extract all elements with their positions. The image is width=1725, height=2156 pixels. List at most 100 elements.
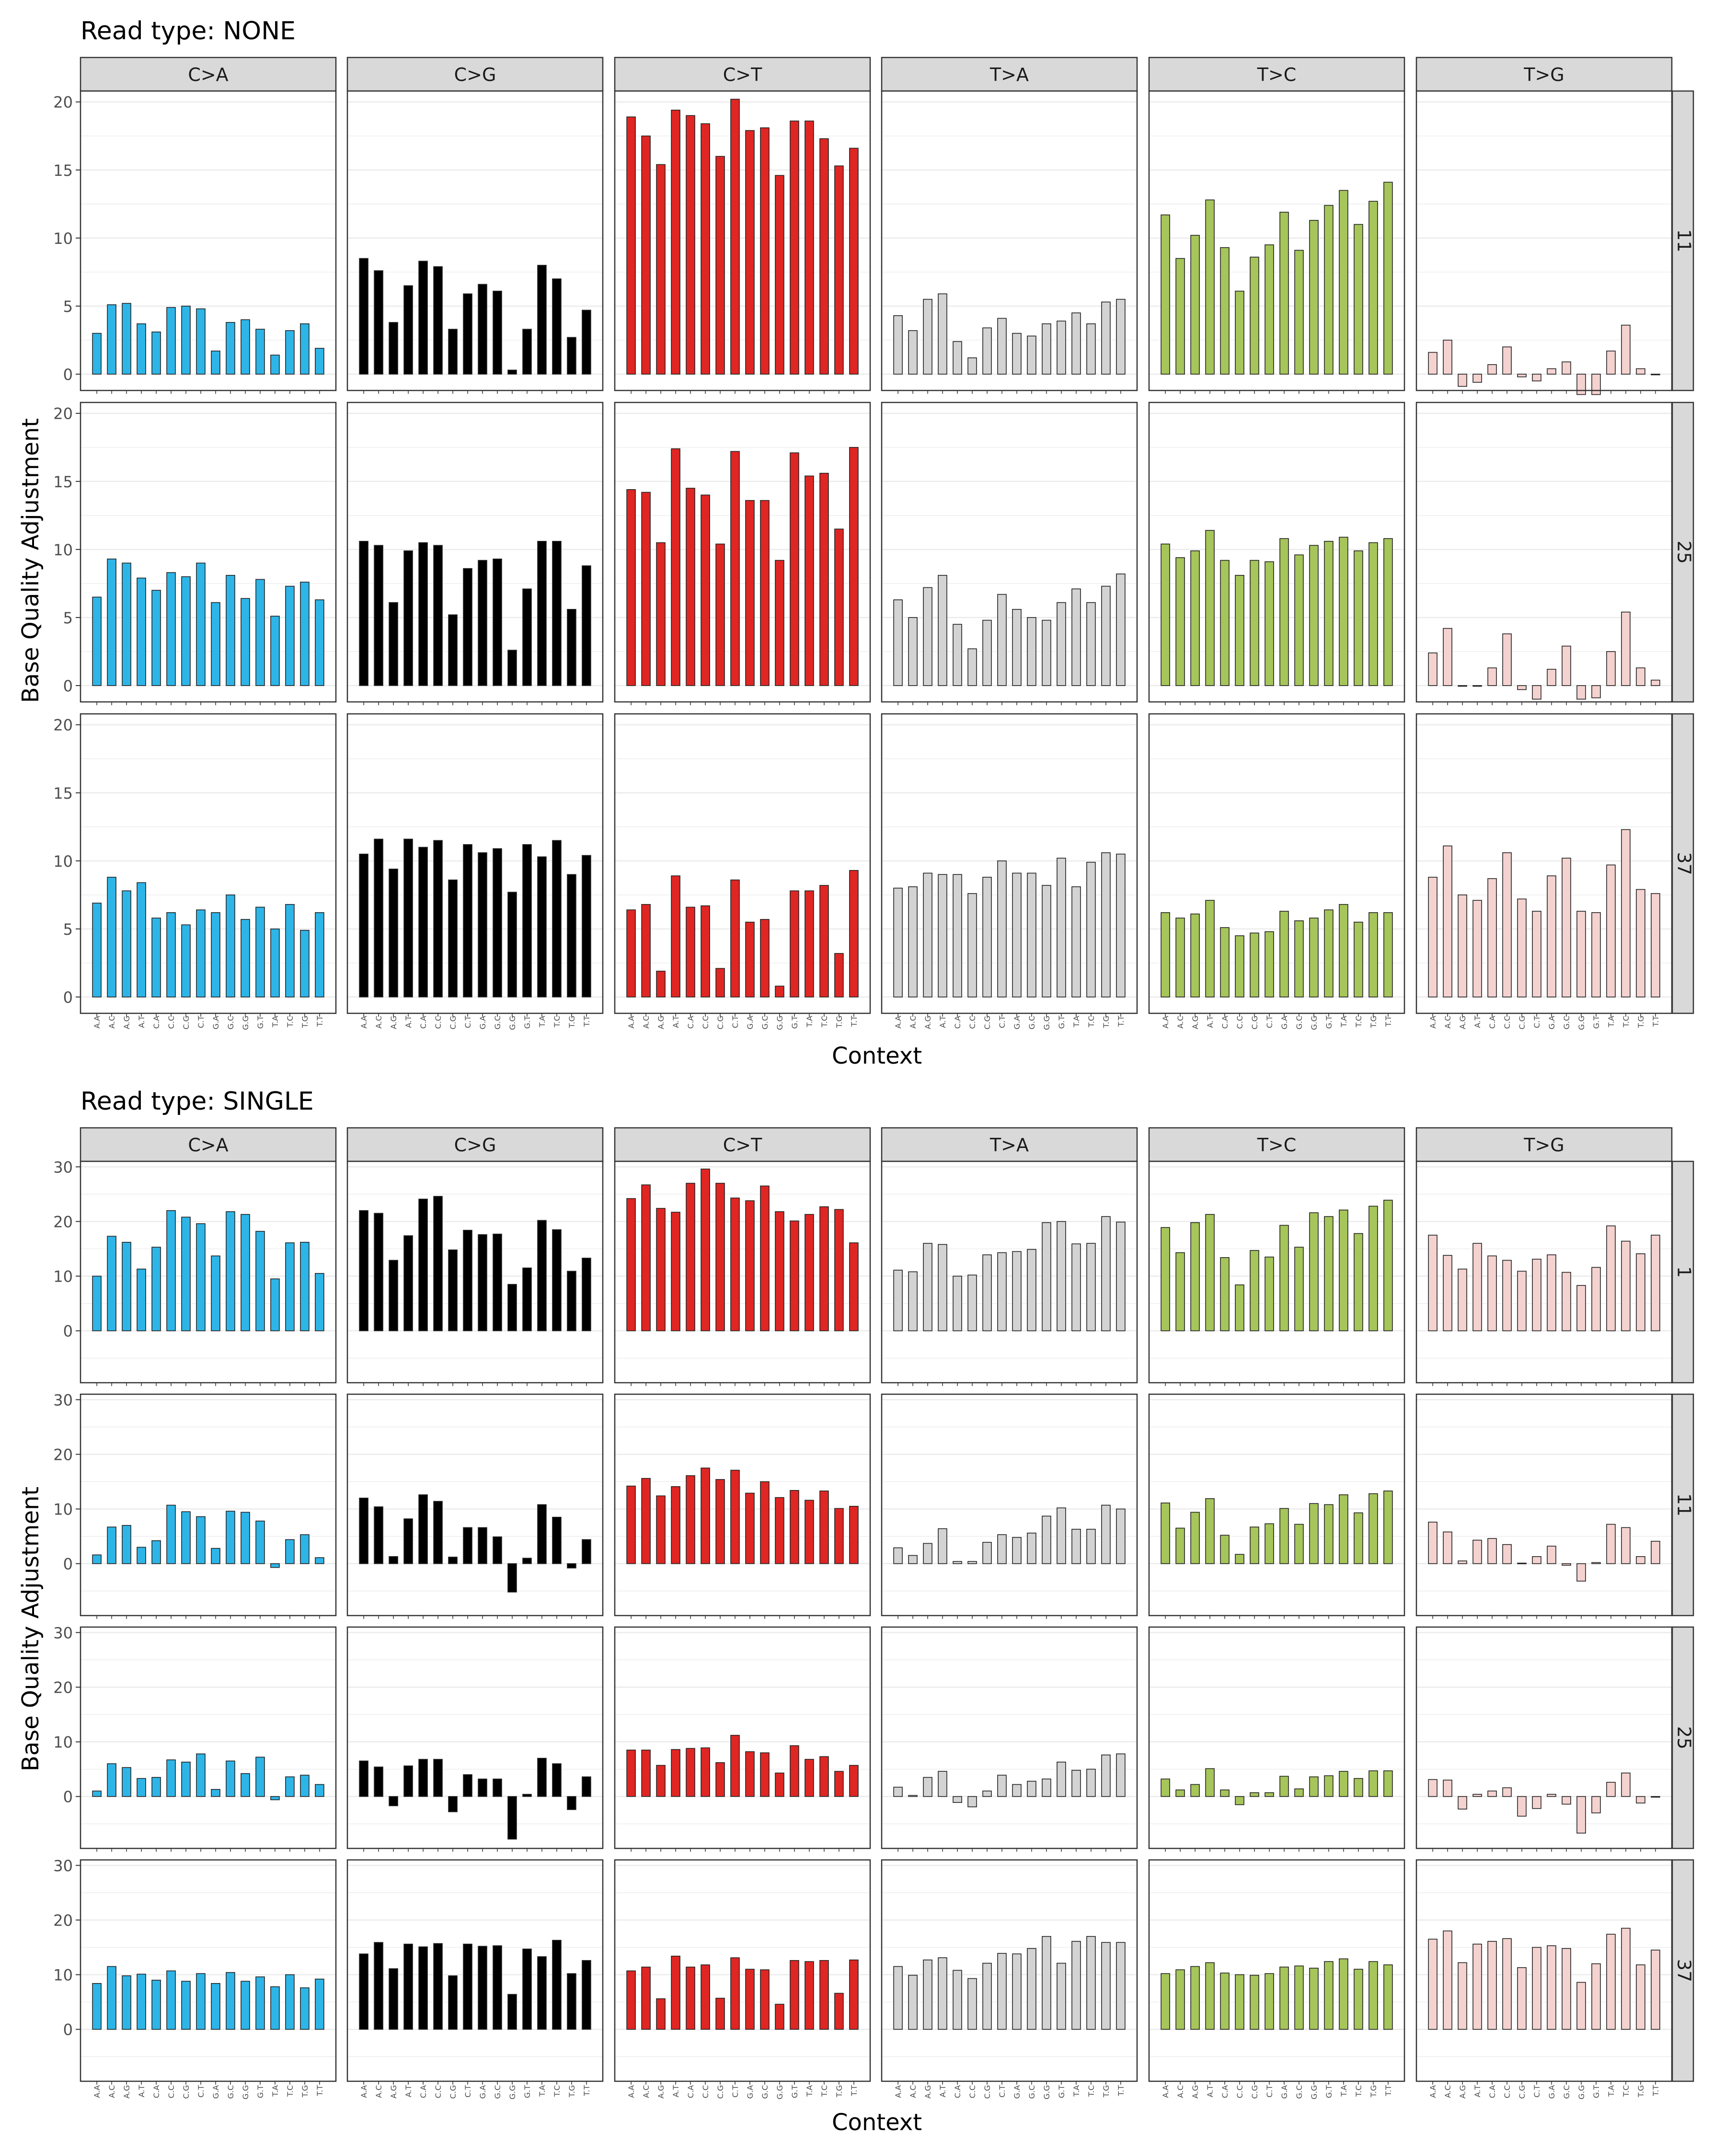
x-tick-label: A.T: [671, 2085, 680, 2098]
bar-C>A-A.A: [92, 903, 102, 998]
x-tick-label: A.G: [1191, 1016, 1200, 1029]
strip-row-label: 25: [1674, 540, 1695, 563]
bar-C>A-T.T: [315, 1784, 324, 1797]
bar-C>T-C.T: [730, 451, 740, 686]
bar-C>T-A.G: [656, 1998, 666, 2030]
bar-C>T-C.G: [715, 1997, 725, 2030]
bar-C>T-G.A: [745, 1200, 755, 1331]
panel-C>A-1: [80, 1160, 337, 1386]
panel-T>C-37: [1148, 713, 1405, 1017]
bar-T>C-T.T: [1383, 538, 1393, 686]
x-tick-label: C.G: [448, 1016, 458, 1030]
bar-C>G-C.A: [418, 1198, 428, 1331]
x-tick-label: C.C: [167, 1016, 176, 1029]
bar-C>T-G.A: [745, 1969, 755, 2030]
strip-column-label: C>A: [188, 1135, 228, 1156]
bar-C>G-G.T: [522, 844, 532, 998]
x-tick-label: C.C: [167, 2085, 176, 2098]
bar-T>A-G.G: [1042, 885, 1051, 998]
bar-T>G-A.A: [1428, 1235, 1438, 1331]
panel-border: [881, 401, 1138, 703]
bar-T>A-A.G: [923, 298, 932, 375]
x-tick-label: A.A: [894, 2085, 903, 2098]
bar-T>C-G.A: [1279, 1508, 1289, 1564]
bar-C>T-A.A: [626, 1198, 636, 1331]
bar-T>G-T.A: [1606, 1225, 1616, 1331]
y-tick-label: 15: [53, 473, 73, 491]
bar-T>C-T.A: [1339, 1771, 1348, 1797]
x-tick-label: A.C: [642, 1016, 651, 1029]
bar-T>C-G.C: [1294, 1788, 1304, 1797]
x-axis-label: Context: [832, 1043, 922, 1069]
x-tick-label: G.A: [478, 1016, 487, 1029]
bar-T>G-A.T: [1472, 1794, 1482, 1797]
bar-C>A-C.C: [166, 572, 176, 686]
bar-T>A-G.A: [1012, 1537, 1022, 1564]
x-tick-label: C.A: [419, 1016, 428, 1029]
panel-border: [614, 1859, 871, 2082]
bar-C>A-G.A: [211, 1548, 220, 1564]
bar-C>T-G.T: [790, 1490, 799, 1564]
strip-row-label: 37: [1674, 852, 1695, 875]
x-tick-label: T.C: [1087, 2085, 1096, 2097]
strip-row-label: 11: [1674, 1493, 1695, 1516]
bar-C>A-T.T: [315, 599, 324, 686]
x-tick-label: T.G: [300, 2085, 310, 2098]
bar-T>C-A.T: [1205, 1498, 1215, 1564]
x-tick-label: C.A: [953, 1016, 962, 1029]
bar-C>T-A.C: [641, 1966, 651, 2030]
bar-C>G-C.T: [463, 1943, 472, 2030]
x-tick-label: C.C: [701, 2085, 710, 2098]
bar-T>G-T.G: [1636, 667, 1645, 686]
bar-T>A-C.C: [967, 1274, 977, 1331]
bar-C>A-C.G: [181, 1216, 191, 1331]
bar-C>A-C.A: [151, 1247, 161, 1331]
bar-T>G-C.A: [1487, 1790, 1497, 1797]
bar-T>G-G.C: [1562, 1796, 1571, 1805]
bar-T>C-C.C: [1235, 290, 1244, 375]
x-tick-label: A.T: [137, 2085, 146, 2098]
x-tick-label: C.C: [434, 1016, 443, 1029]
panel-border: [80, 1393, 337, 1617]
bar-T>C-A.G: [1190, 1784, 1200, 1797]
x-tick-label: T.G: [567, 1016, 576, 1028]
bar-T>C-C.C: [1235, 935, 1244, 998]
y-tick-label: 30: [53, 1158, 73, 1176]
bar-C>G-A.C: [374, 1506, 383, 1564]
x-tick-label: C.C: [968, 1016, 977, 1029]
bar-T>A-T.T: [1116, 573, 1126, 686]
x-tick-label: G.A: [1012, 1016, 1022, 1029]
bar-C>T-A.C: [641, 135, 651, 375]
bar-C>A-C.G: [181, 306, 191, 375]
bar-C>G-T.T: [582, 1258, 591, 1331]
bar-T>C-C.T: [1265, 931, 1274, 998]
bar-C>T-C.G: [715, 1762, 725, 1797]
bar-T>G-A.G: [1458, 685, 1467, 687]
bar-T>C-T.C: [1354, 550, 1363, 686]
bar-T>A-G.C: [1027, 1532, 1036, 1564]
panel-background: [347, 1860, 603, 2081]
bar-C>G-C.A: [418, 1494, 428, 1564]
y-tick-label: 20: [53, 1213, 73, 1231]
bar-T>G-G.T: [1591, 1562, 1601, 1564]
bar-T>A-C.G: [982, 619, 992, 686]
x-tick-label: T.G: [1102, 2085, 1111, 2098]
bar-T>A-T.T: [1116, 853, 1126, 998]
panel-T>G-37: [1415, 1859, 1673, 2085]
bar-C>G-A.A: [359, 1210, 368, 1331]
y-tick-label: 15: [53, 784, 73, 803]
bar-T>G-G.C: [1562, 858, 1571, 998]
panel-border: [1415, 1160, 1673, 1384]
panel-background: [1149, 1161, 1404, 1383]
bar-C>G-T.T: [582, 1960, 591, 2030]
bar-C>A-C.C: [166, 1210, 176, 1331]
bar-C>A-G.T: [255, 1520, 265, 1564]
x-tick-label: C.A: [1220, 2085, 1230, 2098]
strip-row-label: 25: [1674, 1726, 1695, 1749]
bar-C>A-G.C: [226, 1211, 235, 1331]
x-tick-label: C.C: [434, 2085, 443, 2098]
bar-T>C-T.C: [1354, 1233, 1363, 1331]
x-tick-label: T.A: [538, 2085, 547, 2097]
bar-C>T-G.G: [775, 2004, 784, 2030]
